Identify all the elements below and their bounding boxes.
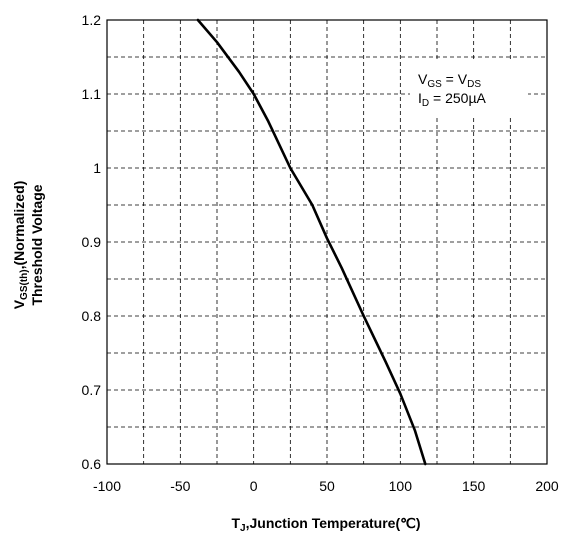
y-axis-title-rest: ,(Normalized) [11, 181, 27, 270]
annotation-current: = 250µA [429, 90, 486, 106]
annotation-vgs-sub: GS [427, 79, 442, 90]
y-axis-title-line-1: VGS(th),(Normalized) [11, 181, 30, 310]
y-tick-label: 1.2 [82, 12, 102, 28]
x-tick-label: 50 [319, 478, 335, 494]
y-axis-title-2: Threshold Voltage [29, 184, 45, 305]
y-tick-label: 0.8 [82, 308, 102, 324]
y-tick-label: 0.6 [82, 456, 102, 472]
y-tick-label: 1 [93, 160, 101, 176]
x-axis-title-main: T [231, 515, 240, 531]
annotation-eq-vds: = V [442, 71, 468, 87]
x-tick-label: 200 [535, 478, 559, 494]
y-tick-label: 1.1 [82, 86, 102, 102]
series-line [196, 18, 427, 466]
y-axis-title-line-2: Threshold Voltage [29, 184, 45, 305]
x-axis-title-sub: J [240, 523, 246, 534]
y-tick-label: 0.7 [82, 382, 102, 398]
annotation-box [410, 62, 528, 118]
x-axis-title-rest: ,Junction Temperature(℃) [246, 515, 421, 531]
annotation-id: I [418, 90, 422, 106]
x-tick-label: 100 [389, 478, 413, 494]
y-axis-title: VGS(th),(Normalized) [11, 181, 30, 310]
x-tick-label: -100 [93, 478, 121, 494]
x-tick-label: 0 [250, 478, 258, 494]
y-axis-title-sub: GS(th) [19, 269, 30, 300]
y-tick-label: 0.9 [82, 234, 102, 250]
annotation-id-sub: D [422, 98, 429, 109]
annotation-vgs: V [418, 71, 428, 87]
x-axis-tick-labels: -100 -50 0 50 100 150 200 [93, 478, 559, 494]
annotation-line-1: VGS = VDS [418, 71, 481, 90]
plot-area-frame [106, 19, 548, 465]
y-axis-tick-labels: 0.6 0.7 0.8 0.9 1 1.1 1.2 [82, 12, 102, 472]
x-tick-label: -50 [170, 478, 190, 494]
x-axis-title: TJ,Junction Temperature(℃) [231, 515, 420, 534]
annotation-line-2: ID = 250µA [418, 90, 487, 109]
annotation-vds-sub: DS [467, 79, 481, 90]
x-tick-label: 150 [462, 478, 486, 494]
y-axis-title-main: V [11, 299, 27, 309]
data-series [196, 18, 427, 466]
